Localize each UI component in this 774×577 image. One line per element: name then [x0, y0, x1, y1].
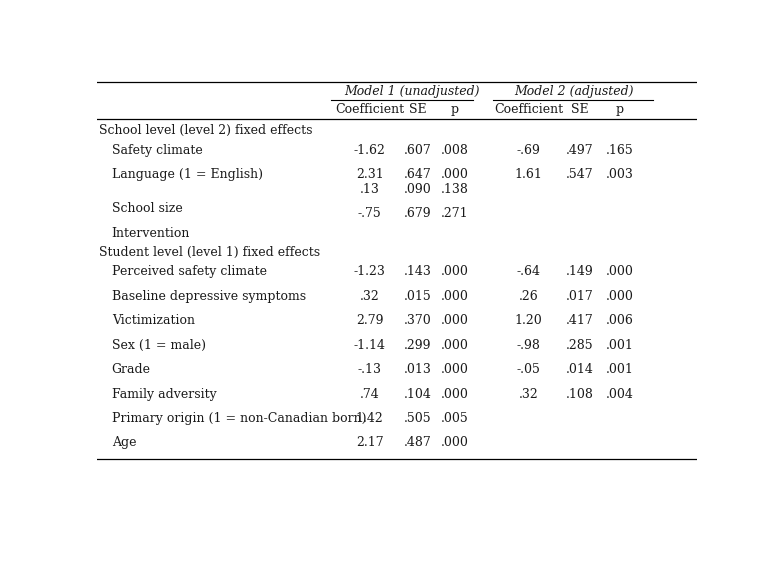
Text: -.64: -.64 — [516, 265, 541, 278]
Text: Grade: Grade — [111, 363, 151, 376]
Text: Safety climate: Safety climate — [111, 144, 203, 156]
Text: .000: .000 — [441, 436, 469, 449]
Text: Language (1 = English): Language (1 = English) — [111, 168, 262, 181]
Text: p: p — [450, 103, 459, 116]
Text: p: p — [616, 103, 624, 116]
Text: .679: .679 — [404, 207, 431, 220]
Text: SE: SE — [570, 103, 588, 116]
Text: Family adversity: Family adversity — [111, 388, 217, 400]
Text: .003: .003 — [606, 168, 634, 181]
Text: Baseline depressive symptoms: Baseline depressive symptoms — [111, 290, 306, 303]
Text: Model 1 (unadjusted): Model 1 (unadjusted) — [344, 85, 480, 98]
Text: School level (level 2) fixed effects: School level (level 2) fixed effects — [98, 124, 312, 137]
Text: Model 2 (adjusted): Model 2 (adjusted) — [515, 85, 634, 98]
Text: -1.23: -1.23 — [354, 265, 385, 278]
Text: .013: .013 — [404, 363, 432, 376]
Text: .607: .607 — [404, 144, 432, 156]
Text: .26: .26 — [519, 290, 539, 303]
Text: .001: .001 — [606, 339, 634, 351]
Text: Intervention: Intervention — [111, 227, 190, 239]
Text: -.13: -.13 — [358, 363, 382, 376]
Text: .000: .000 — [441, 363, 469, 376]
Text: -.98: -.98 — [517, 339, 540, 351]
Text: .143: .143 — [404, 265, 432, 278]
Text: Coefficient: Coefficient — [494, 103, 563, 116]
Text: .014: .014 — [566, 363, 594, 376]
Text: .017: .017 — [566, 290, 594, 303]
Text: .149: .149 — [566, 265, 594, 278]
Text: .32: .32 — [360, 290, 379, 303]
Text: Student level (level 1) fixed effects: Student level (level 1) fixed effects — [98, 246, 320, 259]
Text: .505: .505 — [404, 412, 431, 425]
Text: Perceived safety climate: Perceived safety climate — [111, 265, 267, 278]
Text: .006: .006 — [606, 314, 634, 327]
Text: .000: .000 — [441, 388, 469, 400]
Text: .008: .008 — [441, 144, 469, 156]
Text: 1.61: 1.61 — [515, 168, 543, 181]
Text: .015: .015 — [404, 290, 432, 303]
Text: .74: .74 — [360, 388, 379, 400]
Text: .165: .165 — [606, 144, 634, 156]
Text: .000: .000 — [441, 339, 469, 351]
Text: SE: SE — [409, 103, 426, 116]
Text: .108: .108 — [566, 388, 594, 400]
Text: School size: School size — [111, 203, 183, 215]
Text: Coefficient: Coefficient — [335, 103, 404, 116]
Text: -.69: -.69 — [517, 144, 540, 156]
Text: 2.17: 2.17 — [356, 436, 383, 449]
Text: 1.42: 1.42 — [356, 412, 384, 425]
Text: .647: .647 — [404, 168, 432, 181]
Text: .547: .547 — [566, 168, 594, 181]
Text: 2.79: 2.79 — [356, 314, 383, 327]
Text: .000: .000 — [606, 265, 634, 278]
Text: .000: .000 — [441, 168, 469, 181]
Text: .000: .000 — [441, 314, 469, 327]
Text: Victimization: Victimization — [111, 314, 195, 327]
Text: .285: .285 — [566, 339, 594, 351]
Text: .090: .090 — [404, 183, 432, 196]
Text: .497: .497 — [566, 144, 594, 156]
Text: .370: .370 — [404, 314, 432, 327]
Text: .001: .001 — [606, 363, 634, 376]
Text: .005: .005 — [441, 412, 469, 425]
Text: .487: .487 — [404, 436, 432, 449]
Text: .417: .417 — [566, 314, 594, 327]
Text: .271: .271 — [441, 207, 469, 220]
Text: Sex (1 = male): Sex (1 = male) — [111, 339, 206, 351]
Text: .004: .004 — [606, 388, 634, 400]
Text: -.05: -.05 — [517, 363, 540, 376]
Text: 1.20: 1.20 — [515, 314, 543, 327]
Text: Age: Age — [111, 436, 136, 449]
Text: -1.62: -1.62 — [354, 144, 385, 156]
Text: 2.31: 2.31 — [356, 168, 384, 181]
Text: -.75: -.75 — [358, 207, 382, 220]
Text: .000: .000 — [441, 265, 469, 278]
Text: .299: .299 — [404, 339, 431, 351]
Text: .000: .000 — [441, 290, 469, 303]
Text: .138: .138 — [441, 183, 469, 196]
Text: .104: .104 — [404, 388, 432, 400]
Text: .32: .32 — [519, 388, 539, 400]
Text: Primary origin (1 = non-Canadian born): Primary origin (1 = non-Canadian born) — [111, 412, 366, 425]
Text: .000: .000 — [606, 290, 634, 303]
Text: -1.14: -1.14 — [354, 339, 385, 351]
Text: .13: .13 — [360, 183, 379, 196]
